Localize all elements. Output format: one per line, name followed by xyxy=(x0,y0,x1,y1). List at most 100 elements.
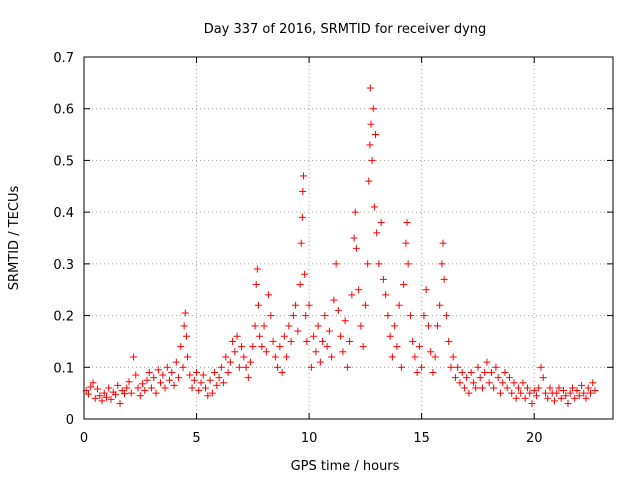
data-point xyxy=(265,291,273,299)
y-tick-label: 0.6 xyxy=(53,103,74,118)
data-point xyxy=(523,384,531,392)
data-point xyxy=(310,332,318,340)
data-point xyxy=(323,343,331,351)
data-point xyxy=(541,389,549,397)
data-point xyxy=(247,358,255,366)
x-tick-label: 10 xyxy=(301,431,318,446)
data-point xyxy=(440,275,448,283)
data-point xyxy=(400,281,408,289)
data-point xyxy=(269,337,277,345)
data-point xyxy=(262,348,270,356)
data-point xyxy=(299,172,307,180)
data-point xyxy=(365,177,373,185)
data-point xyxy=(575,392,583,400)
data-point xyxy=(139,380,147,388)
data-point xyxy=(494,374,502,382)
data-point xyxy=(334,306,342,314)
x-tick-label: 20 xyxy=(526,431,543,446)
data-point xyxy=(584,384,592,392)
data-point xyxy=(202,384,210,392)
data-point xyxy=(343,363,351,371)
data-point xyxy=(418,363,426,371)
data-point xyxy=(393,343,401,351)
data-point xyxy=(170,381,178,389)
data-point xyxy=(307,363,315,371)
y-tick-label: 0.4 xyxy=(53,206,74,221)
data-point xyxy=(233,332,241,340)
data-point xyxy=(546,384,554,392)
data-point xyxy=(121,390,129,398)
data-point xyxy=(409,337,417,345)
data-point xyxy=(229,337,237,345)
data-point xyxy=(487,368,495,376)
data-point xyxy=(301,270,309,278)
data-point xyxy=(454,363,462,371)
data-point xyxy=(580,389,588,397)
data-point xyxy=(224,368,232,376)
data-point xyxy=(447,363,455,371)
data-point xyxy=(352,244,360,252)
data-point xyxy=(508,389,516,397)
data-point xyxy=(530,387,538,395)
data-point xyxy=(89,379,97,387)
data-point xyxy=(357,322,365,330)
data-point xyxy=(112,391,120,399)
data-point xyxy=(87,383,95,391)
data-point xyxy=(478,384,486,392)
data-point xyxy=(368,156,376,164)
data-point xyxy=(199,371,207,379)
data-point xyxy=(501,368,509,376)
data-point xyxy=(105,384,113,392)
data-point xyxy=(397,363,405,371)
plot-frame xyxy=(83,56,614,420)
data-point xyxy=(386,332,394,340)
data-point xyxy=(436,301,444,309)
data-point xyxy=(161,384,169,392)
data-point xyxy=(267,312,275,320)
data-point xyxy=(204,392,212,400)
data-point xyxy=(512,394,520,402)
data-point xyxy=(141,387,149,395)
data-point xyxy=(555,384,563,392)
data-point xyxy=(256,332,264,340)
data-point xyxy=(370,203,378,211)
data-point xyxy=(143,376,151,384)
data-point xyxy=(154,366,162,374)
data-point xyxy=(85,390,93,398)
data-point xyxy=(382,291,390,299)
data-point xyxy=(566,389,574,397)
data-point xyxy=(179,363,187,371)
data-point xyxy=(483,358,491,366)
data-point xyxy=(503,384,511,392)
data-point xyxy=(271,353,279,361)
data-point xyxy=(163,363,171,371)
data-point xyxy=(346,337,354,345)
data-point xyxy=(420,312,428,320)
data-point xyxy=(314,322,322,330)
data-point xyxy=(532,392,540,400)
data-point xyxy=(485,379,493,387)
data-point xyxy=(539,374,547,382)
data-point xyxy=(505,374,513,382)
data-point xyxy=(166,376,174,384)
data-point xyxy=(564,399,572,407)
data-point xyxy=(145,368,153,376)
data-point xyxy=(469,379,477,387)
data-point xyxy=(422,286,430,294)
y-tick-label: 0.1 xyxy=(53,361,74,376)
data-point xyxy=(186,371,194,379)
data-point xyxy=(299,187,307,195)
data-point xyxy=(427,348,435,356)
data-point xyxy=(184,353,192,361)
data-point xyxy=(175,374,183,382)
data-point xyxy=(258,343,266,351)
data-point xyxy=(411,353,419,361)
data-point xyxy=(172,358,180,366)
data-point xyxy=(348,291,356,299)
data-point xyxy=(253,265,261,273)
x-axis-label: GPS time / hours xyxy=(291,459,400,474)
data-point xyxy=(208,389,216,397)
data-point xyxy=(490,384,498,392)
data-point xyxy=(100,389,108,397)
